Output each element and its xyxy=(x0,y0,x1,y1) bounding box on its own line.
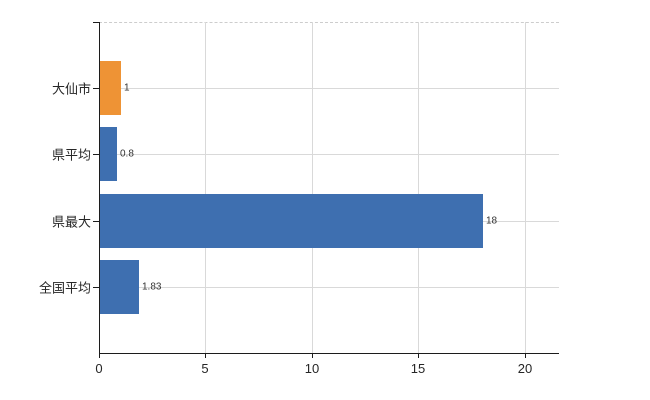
y-axis-tick xyxy=(93,221,99,222)
category-label: 県平均 xyxy=(51,147,91,163)
y-axis-tick xyxy=(93,287,99,288)
value-label: 0.8 xyxy=(120,148,134,160)
gridline-horizontal xyxy=(99,287,559,288)
gridline-vertical xyxy=(418,22,419,353)
x-axis xyxy=(99,353,559,354)
category-label: 全国平均 xyxy=(38,280,91,296)
x-tick-label: 0 xyxy=(95,361,103,376)
x-axis-tick xyxy=(99,353,100,358)
x-tick-label: 20 xyxy=(517,361,533,376)
y-axis xyxy=(99,22,100,358)
x-tick-label: 15 xyxy=(410,361,426,376)
gridline-horizontal xyxy=(99,88,559,89)
gridline-vertical xyxy=(312,22,313,353)
value-label: 1 xyxy=(124,82,130,94)
bar xyxy=(100,260,139,314)
gridline-vertical xyxy=(525,22,526,353)
bar xyxy=(100,61,121,115)
value-label: 1.83 xyxy=(142,281,162,293)
category-label: 大仙市 xyxy=(51,81,91,97)
bar xyxy=(100,194,483,248)
category-label: 県最大 xyxy=(51,214,91,230)
y-axis-tick xyxy=(93,88,99,89)
x-tick-label: 5 xyxy=(201,361,209,376)
bar xyxy=(100,127,117,181)
plot-top-border xyxy=(99,22,559,23)
gridline-vertical xyxy=(205,22,206,353)
gridline-horizontal xyxy=(99,154,559,155)
x-axis-tick xyxy=(312,353,313,358)
x-axis-tick xyxy=(418,353,419,358)
x-axis-tick xyxy=(205,353,206,358)
y-axis-top-tick xyxy=(93,22,99,23)
x-axis-tick xyxy=(525,353,526,358)
y-axis-tick xyxy=(93,154,99,155)
x-tick-label: 10 xyxy=(304,361,320,376)
value-label: 18 xyxy=(486,215,498,227)
